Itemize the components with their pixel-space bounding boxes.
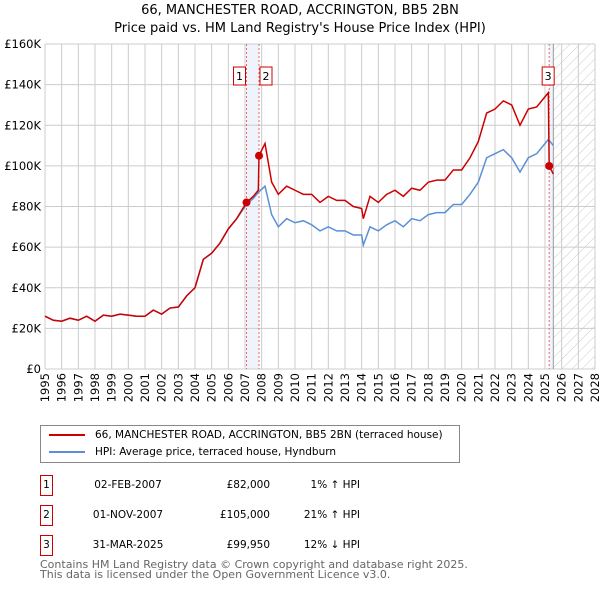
sale-price: £82,000 [226, 479, 270, 491]
y-tick-label: £40K [12, 281, 42, 295]
y-tick-label: £0 [26, 362, 41, 376]
subtitle-line: Price paid vs. HM Land Registry's House … [114, 21, 486, 36]
sale-label: 2 [263, 70, 270, 83]
x-tick-label: 2010 [288, 373, 302, 402]
x-tick-label: 2026 [555, 373, 569, 402]
x-tick-label: 2017 [405, 373, 419, 402]
x-tick-label: 2013 [338, 373, 352, 402]
x-tick-label: 2020 [455, 373, 469, 402]
sale-date: 02-FEB-2007 [94, 479, 162, 491]
footer: Contains HM Land Registry data © Crown c… [40, 558, 468, 581]
sale-date: 01-NOV-2007 [92, 509, 164, 521]
sale-row: 2 01-NOV-2007 £105,000 21% ↑ HPI [40, 505, 440, 526]
x-tick-label: 2009 [271, 373, 285, 402]
sale-hpi-diff: 21% ↑ HPI [303, 509, 360, 521]
property-price-line [44, 90, 554, 323]
sale-point [242, 198, 251, 207]
x-tick-label: 2019 [438, 373, 452, 402]
title-line: 66, MANCHESTER ROAD, ACCRINGTON, BB5 2BN [141, 3, 459, 18]
sale-point [255, 151, 263, 160]
sale-date: 31-MAR-2025 [92, 539, 164, 551]
hpi-line [44, 138, 554, 323]
y-tick-label: £100K [4, 159, 41, 173]
red-line-swatch [49, 434, 85, 436]
sale-hpi-diff: 1% ↑ HPI [310, 479, 360, 491]
legend-label: 66, MANCHESTER ROAD, ACCRINGTON, BB5 2BN… [95, 429, 443, 441]
sale-label-box [541, 66, 555, 86]
chart-title: 66, MANCHESTER ROAD, ACCRINGTON, BB5 2BN… [0, 2, 600, 38]
legend-item-hpi: HPI: Average price, terraced house, Hynd… [49, 444, 336, 460]
x-tick-label: 2028 [588, 373, 600, 402]
x-tick-label: 2004 [188, 373, 202, 402]
x-tick-label: 2000 [121, 373, 135, 402]
y-tick-label: £80K [12, 200, 42, 214]
x-tick-label: 2014 [355, 373, 369, 402]
sale-price: £99,950 [226, 539, 270, 551]
sale-label: 1 [236, 70, 243, 83]
y-tick-label: £140K [4, 78, 41, 92]
x-tick-label: 2007 [238, 373, 252, 402]
x-tick-label: 2008 [255, 373, 269, 402]
sale-marker-badge: 3 [40, 535, 53, 556]
sale-marker-badge: 2 [40, 505, 53, 526]
x-tick-label: 1998 [88, 373, 102, 402]
blue-line-swatch [49, 451, 85, 453]
x-tick-label: 2006 [221, 373, 235, 402]
x-tick-label: 2023 [505, 373, 519, 402]
x-tick-label: 2015 [371, 373, 385, 402]
sale-row: 3 31-MAR-2025 £99,950 12% ↓ HPI [40, 535, 440, 556]
x-tick-label: 2027 [571, 373, 585, 402]
x-tick-label: 2002 [155, 373, 169, 402]
sale-label-box [259, 66, 273, 86]
x-tick-label: 1995 [38, 373, 52, 402]
sale-price: £105,000 [219, 509, 270, 521]
x-tick-label: 2016 [388, 373, 402, 402]
x-tick-label: 2001 [138, 373, 152, 402]
price-chart: 1995 1996 1997 1998 1999 2000 2001 2002 2003 2004… [4, 37, 600, 402]
x-tick-label: 1996 [55, 373, 69, 402]
legend-item-property: 66, MANCHESTER ROAD, ACCRINGTON, BB5 2BN… [49, 427, 443, 443]
y-tick-label: £20K [12, 321, 42, 335]
y-tick-label: £160K [4, 37, 41, 51]
x-tick-label: 1997 [71, 373, 85, 402]
y-tick-label: £120K [4, 118, 41, 132]
sale-hpi-diff: 12% ↓ HPI [303, 539, 360, 551]
x-tick-label: 2005 [205, 373, 219, 402]
x-tick-label: 2003 [171, 373, 185, 402]
sale-label: 3 [545, 70, 552, 83]
sale-label-box [233, 66, 246, 86]
sale-marker-badge: 1 [40, 475, 53, 496]
footer-line: Contains HM Land Registry data © Crown c… [40, 558, 468, 571]
legend: 66, MANCHESTER ROAD, ACCRINGTON, BB5 2BN… [40, 425, 460, 463]
legend-label: HPI: Average price, terraced house, Hynd… [95, 446, 337, 458]
x-tick-label: 2022 [488, 373, 502, 402]
x-tick-label: 2025 [538, 373, 552, 402]
x-tick-label: 2021 [471, 373, 485, 402]
x-tick-label: 2011 [305, 373, 319, 402]
x-tick-label: 2012 [321, 373, 335, 402]
sale-point [545, 161, 554, 170]
y-tick-label: £60K [12, 240, 42, 254]
footer-line: This data is licensed under the Open Gov… [40, 568, 391, 581]
sale-row: 1 02-FEB-2007 £82,000 1% ↑ HPI [40, 475, 440, 496]
x-tick-label: 2018 [421, 373, 435, 402]
x-tick-label: 2024 [521, 373, 535, 402]
x-tick-label: 1999 [105, 373, 119, 402]
